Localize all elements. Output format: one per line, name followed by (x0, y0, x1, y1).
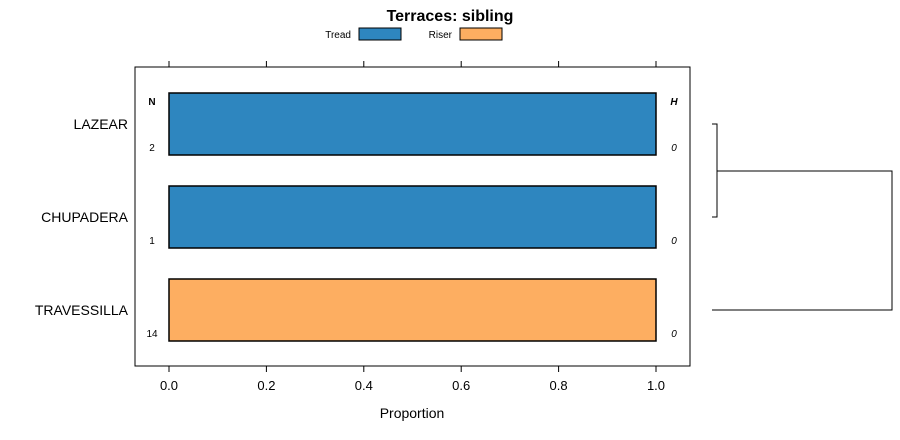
x-tick-label: 0.8 (550, 378, 568, 393)
h-value-travessilla: 0 (671, 329, 677, 340)
h-header: H (670, 97, 678, 108)
category-label-travessilla: TRAVESSILLA (35, 302, 129, 318)
legend-label-tread: Tread (325, 30, 351, 41)
x-tick-label: 1.0 (647, 378, 665, 393)
n-value-chupadera: 1 (149, 236, 155, 247)
legend-label-riser: Riser (429, 30, 453, 41)
x-tick-label: 0.6 (452, 378, 470, 393)
category-label-lazear: LAZEAR (74, 116, 128, 132)
x-tick-label: 0.0 (160, 378, 178, 393)
bar-travessilla-riser (168, 278, 657, 342)
category-labels: LAZEAR CHUPADERA TRAVESSILLA (35, 116, 129, 318)
bar-chupadera-tread (168, 185, 657, 249)
legend-swatch-riser (459, 27, 503, 41)
legend-swatch-tread (358, 27, 402, 41)
h-value-chupadera: 0 (671, 236, 677, 247)
dendrogram-branch-lazear (712, 123, 718, 218)
n-header: N (148, 97, 155, 108)
x-tick-label: 0.2 (257, 378, 275, 393)
x-axis: 0.0 0.2 0.4 0.6 0.8 1.0 (160, 61, 665, 393)
dendrogram-branch-root (712, 170, 893, 311)
x-tick-label: 0.4 (355, 378, 373, 393)
h-value-lazear: 0 (671, 143, 677, 154)
bar-lazear-tread (168, 92, 657, 156)
n-value-lazear: 2 (149, 143, 155, 154)
x-axis-label: Proportion (380, 405, 445, 421)
annotations: N H 2 0 1 0 14 0 (146, 97, 678, 340)
legend: Tread Riser (325, 27, 503, 41)
bars (168, 92, 657, 342)
dendrogram (712, 123, 893, 311)
chart-title: Terraces: sibling (387, 8, 514, 25)
plot-panel (134, 66, 691, 367)
n-value-travessilla: 14 (146, 329, 158, 340)
category-label-chupadera: CHUPADERA (41, 209, 129, 225)
